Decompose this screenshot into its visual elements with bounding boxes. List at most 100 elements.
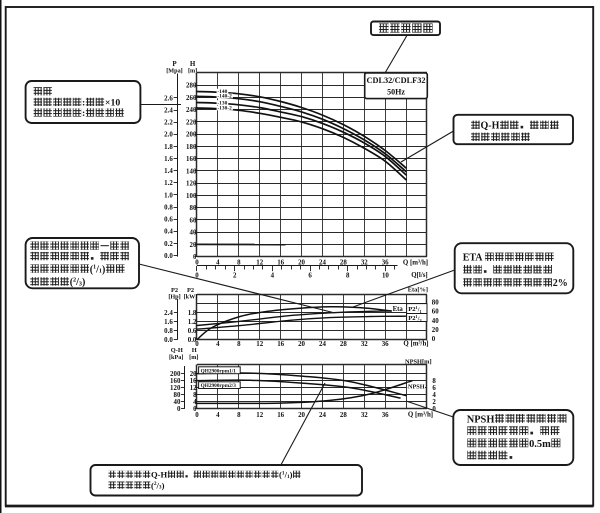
svg-text:28: 28 — [340, 412, 347, 419]
svg-text:2: 2 — [154, 481, 157, 487]
svg-text:40: 40 — [432, 318, 439, 325]
svg-text:Q [m³/h]: Q [m³/h] — [408, 412, 433, 419]
svg-text:1: 1 — [99, 268, 102, 275]
svg-text:260: 260 — [186, 95, 197, 102]
svg-text:24: 24 — [319, 412, 326, 419]
svg-text:36: 36 — [382, 341, 389, 348]
svg-text:0.8: 0.8 — [164, 328, 173, 335]
svg-text:160: 160 — [186, 156, 197, 163]
svg-text:20: 20 — [432, 327, 439, 334]
svg-text:1: 1 — [287, 474, 290, 480]
svg-text:1.8: 1.8 — [164, 144, 173, 151]
svg-text:160: 160 — [170, 378, 181, 385]
svg-text::: : — [82, 108, 85, 119]
svg-text:6: 6 — [308, 272, 312, 279]
svg-text:50Hz: 50Hz — [387, 88, 405, 97]
svg-text:4: 4 — [216, 341, 220, 348]
svg-text:8: 8 — [193, 392, 197, 399]
svg-text:28: 28 — [340, 260, 347, 267]
svg-text:[Mpa]: [Mpa] — [166, 68, 183, 75]
svg-text:0.0: 0.0 — [188, 337, 197, 344]
svg-text:/: / — [95, 264, 99, 275]
svg-text:280: 280 — [186, 83, 197, 90]
svg-text:1: 1 — [282, 470, 285, 476]
svg-text:16: 16 — [190, 378, 197, 385]
svg-text:2.4: 2.4 — [164, 107, 173, 114]
svg-text:100: 100 — [186, 193, 197, 200]
svg-text:(: ( — [151, 480, 154, 490]
svg-text:20: 20 — [190, 371, 197, 378]
svg-text:120: 120 — [170, 385, 181, 392]
svg-text:1: 1 — [419, 309, 421, 314]
svg-text:4: 4 — [216, 260, 220, 267]
svg-text:P2: P2 — [408, 315, 416, 322]
svg-text:Q [m³/h]: Q [m³/h] — [403, 341, 428, 348]
svg-text:24: 24 — [319, 341, 326, 348]
svg-text:36: 36 — [382, 412, 389, 419]
svg-text:8: 8 — [346, 272, 350, 279]
svg-text:[kW]: [kW] — [184, 294, 198, 301]
svg-text:0: 0 — [195, 412, 199, 419]
svg-text:200: 200 — [186, 132, 197, 139]
svg-text:8: 8 — [432, 378, 436, 385]
svg-text:28: 28 — [340, 341, 347, 348]
svg-text:4: 4 — [193, 399, 197, 406]
svg-text:): ) — [290, 470, 293, 480]
svg-text:8: 8 — [237, 412, 241, 419]
svg-text:36: 36 — [382, 260, 389, 267]
svg-text:40: 40 — [190, 230, 197, 237]
svg-text:Q-H: Q-H — [171, 347, 183, 354]
svg-text:NPSH: NPSH — [408, 383, 425, 390]
svg-text:6: 6 — [432, 385, 436, 392]
svg-text:1.4: 1.4 — [164, 168, 173, 175]
svg-text:NPSH: NPSH — [467, 414, 495, 425]
svg-text:1.6: 1.6 — [164, 156, 173, 163]
svg-text:QH2900rpm1/1: QH2900rpm1/1 — [201, 368, 237, 374]
svg-text:16: 16 — [277, 260, 284, 267]
svg-text:4: 4 — [271, 272, 275, 279]
svg-text:1: 1 — [93, 264, 96, 271]
svg-text:/: / — [417, 316, 420, 323]
svg-text:0.0: 0.0 — [164, 253, 173, 260]
svg-text:0.2: 0.2 — [164, 241, 173, 248]
svg-text:12: 12 — [190, 385, 197, 392]
svg-text:0: 0 — [432, 336, 436, 343]
svg-text:[m]: [m] — [189, 354, 198, 361]
svg-text:2.6: 2.6 — [164, 95, 173, 102]
svg-text:20: 20 — [298, 341, 305, 348]
svg-text::: : — [82, 98, 85, 109]
svg-text:0: 0 — [195, 260, 199, 267]
svg-text:ETA: ETA — [463, 253, 484, 264]
svg-text:(: ( — [279, 470, 282, 480]
svg-text:): ) — [82, 277, 85, 288]
svg-text:180: 180 — [186, 144, 197, 151]
svg-text:-140: -140 — [217, 89, 227, 95]
svg-text:0: 0 — [193, 254, 197, 261]
svg-text:(: ( — [90, 264, 94, 275]
svg-text:CDL32/CDLF32: CDL32/CDLF32 — [366, 76, 425, 85]
svg-text:Eta[%]: Eta[%] — [408, 287, 428, 294]
svg-text:1.2: 1.2 — [188, 319, 197, 326]
svg-text:[Hp]: [Hp] — [168, 294, 180, 301]
svg-text:8: 8 — [237, 341, 241, 348]
svg-text:Q [m³/h]: Q [m³/h] — [403, 259, 428, 266]
svg-text:(: ( — [70, 277, 74, 288]
svg-text:40: 40 — [174, 399, 181, 406]
svg-text:H: H — [192, 347, 197, 354]
svg-text:12: 12 — [256, 260, 263, 267]
svg-text:20: 20 — [298, 412, 305, 419]
svg-text:10: 10 — [382, 272, 389, 279]
svg-text:-140-2: -140-2 — [217, 94, 232, 100]
svg-text:Eta: Eta — [393, 306, 404, 313]
svg-text:/: / — [75, 277, 79, 288]
svg-text:4: 4 — [216, 412, 220, 419]
svg-text:): ) — [162, 480, 165, 490]
svg-text:220: 220 — [186, 119, 197, 126]
svg-text:2: 2 — [73, 276, 76, 283]
svg-text:): ) — [102, 264, 105, 275]
svg-text:2.2: 2.2 — [164, 120, 173, 127]
svg-text:0.6: 0.6 — [164, 217, 173, 224]
svg-text:P2: P2 — [408, 306, 416, 313]
svg-text:2.4: 2.4 — [164, 310, 173, 317]
svg-text:2%: 2% — [553, 278, 568, 289]
